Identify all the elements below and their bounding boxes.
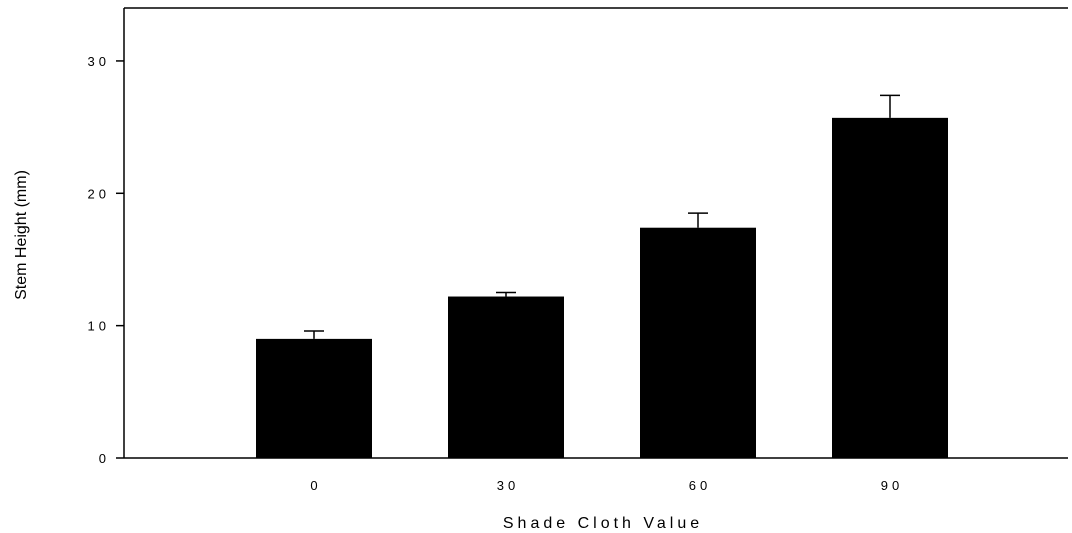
y-tick-label: 0 — [99, 451, 110, 466]
y-tick-label: 30 — [88, 54, 110, 69]
bar — [256, 338, 372, 458]
x-tick-label: 90 — [881, 478, 903, 493]
y-tick-label: 10 — [88, 319, 110, 334]
y-axis: 0 10 20 30 — [88, 54, 124, 466]
x-tick-label: 0 — [310, 478, 321, 493]
x-axis: 0 30 60 90 — [310, 478, 903, 493]
bar — [640, 227, 756, 458]
bar — [832, 117, 948, 459]
y-tick-label: 20 — [88, 186, 110, 201]
x-axis-title: Shade Cloth Value — [503, 515, 703, 532]
x-tick-label: 30 — [497, 478, 519, 493]
y-axis-title: Stem Height (mm) — [13, 170, 30, 300]
x-tick-label: 60 — [689, 478, 711, 493]
bar — [448, 296, 564, 458]
bars — [256, 94, 948, 459]
